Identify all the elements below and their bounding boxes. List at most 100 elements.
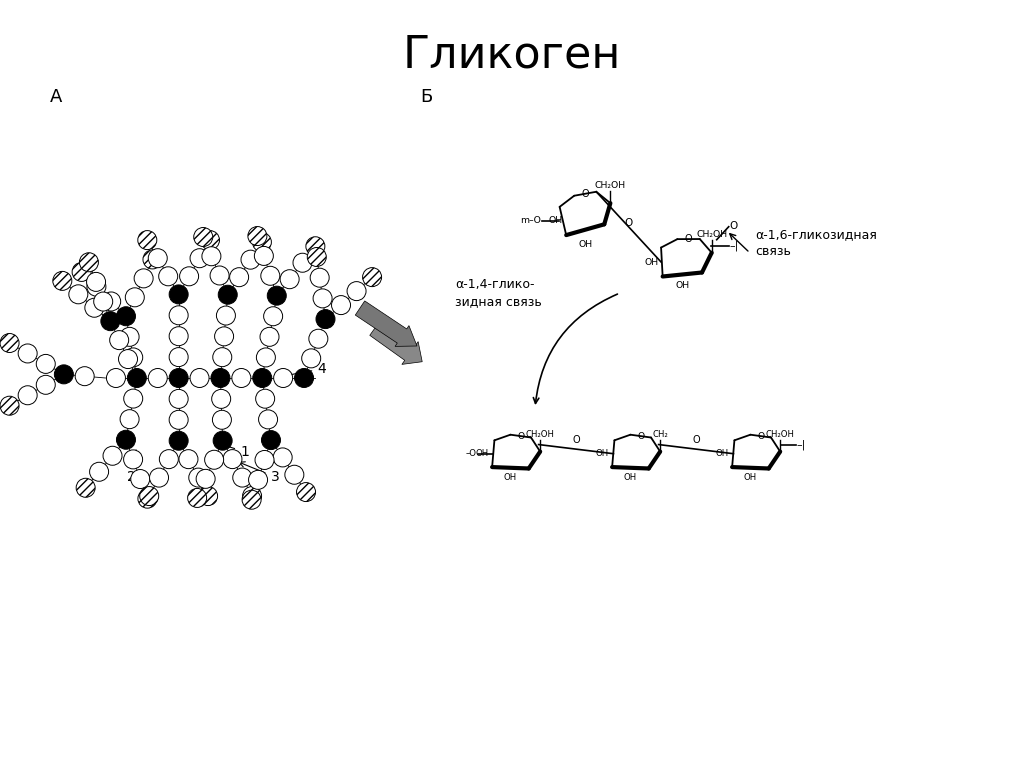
Circle shape: [131, 469, 150, 488]
Circle shape: [347, 282, 366, 300]
Text: 4: 4: [276, 362, 326, 379]
Circle shape: [212, 410, 231, 429]
Circle shape: [124, 389, 142, 408]
Circle shape: [69, 285, 88, 304]
Circle shape: [169, 389, 188, 409]
Circle shape: [187, 488, 207, 508]
Circle shape: [310, 268, 329, 287]
Circle shape: [87, 273, 105, 291]
Circle shape: [0, 396, 19, 415]
Circle shape: [295, 369, 313, 388]
Circle shape: [85, 298, 103, 317]
Text: –O: –O: [466, 449, 477, 458]
Circle shape: [75, 366, 94, 386]
Text: O: O: [572, 435, 580, 445]
Circle shape: [267, 286, 287, 305]
Circle shape: [106, 369, 126, 388]
Text: CH₂OH: CH₂OH: [595, 180, 626, 190]
Circle shape: [243, 486, 261, 505]
Text: O: O: [582, 189, 589, 199]
Circle shape: [94, 292, 113, 311]
Circle shape: [273, 448, 292, 467]
Circle shape: [169, 348, 188, 366]
Text: OH: OH: [475, 449, 488, 458]
Circle shape: [218, 285, 238, 304]
Circle shape: [138, 489, 157, 508]
Circle shape: [148, 249, 167, 268]
Circle shape: [256, 389, 274, 409]
Circle shape: [134, 269, 154, 288]
Circle shape: [100, 312, 120, 331]
Circle shape: [72, 263, 91, 281]
Text: CH₂OH: CH₂OH: [766, 430, 795, 439]
Text: α-1,4-глико-
зидная связь: α-1,4-глико- зидная связь: [455, 278, 542, 308]
Circle shape: [202, 247, 221, 266]
Circle shape: [124, 348, 142, 367]
Text: OH: OH: [579, 240, 592, 249]
Circle shape: [242, 490, 261, 509]
Circle shape: [307, 247, 327, 266]
Circle shape: [87, 277, 105, 296]
Circle shape: [120, 409, 139, 429]
Circle shape: [101, 292, 121, 311]
Circle shape: [127, 369, 146, 388]
Text: OH: OH: [504, 473, 517, 482]
Circle shape: [229, 268, 249, 286]
Circle shape: [332, 296, 350, 315]
Text: 2: 2: [127, 450, 138, 484]
Circle shape: [210, 266, 229, 285]
Circle shape: [212, 389, 230, 409]
Circle shape: [150, 468, 169, 487]
Circle shape: [169, 431, 188, 450]
Circle shape: [309, 329, 328, 348]
Circle shape: [103, 446, 122, 465]
Text: А: А: [50, 88, 62, 106]
Text: O: O: [517, 432, 524, 441]
Circle shape: [0, 333, 19, 353]
Circle shape: [160, 449, 178, 468]
Text: O: O: [637, 432, 644, 441]
Circle shape: [179, 449, 198, 468]
Circle shape: [54, 365, 74, 384]
Text: OH: OH: [624, 473, 637, 482]
Circle shape: [169, 410, 188, 429]
Circle shape: [125, 288, 144, 306]
Circle shape: [199, 487, 217, 505]
Circle shape: [261, 266, 280, 285]
Circle shape: [273, 369, 293, 388]
Circle shape: [281, 270, 299, 289]
Text: CH₂OH: CH₂OH: [525, 430, 555, 439]
Circle shape: [80, 253, 98, 272]
Text: OH: OH: [596, 449, 608, 458]
Circle shape: [252, 233, 271, 252]
Circle shape: [316, 310, 335, 329]
Circle shape: [120, 327, 139, 346]
Circle shape: [36, 376, 55, 394]
Circle shape: [254, 247, 273, 266]
Circle shape: [190, 249, 209, 268]
Circle shape: [169, 306, 188, 325]
Circle shape: [36, 354, 55, 373]
Circle shape: [169, 285, 188, 304]
Circle shape: [260, 327, 279, 346]
Circle shape: [256, 348, 275, 367]
Circle shape: [159, 266, 178, 286]
Text: O: O: [692, 435, 699, 445]
Circle shape: [213, 348, 231, 366]
Circle shape: [231, 369, 251, 388]
Text: α-1,6-гликозидная
связь: α-1,6-гликозидная связь: [755, 228, 877, 258]
Circle shape: [148, 369, 167, 388]
Circle shape: [248, 227, 267, 246]
Text: OH: OH: [645, 257, 658, 266]
Circle shape: [53, 271, 72, 290]
Text: 3: 3: [240, 462, 280, 484]
Text: –|: –|: [730, 240, 739, 251]
Circle shape: [255, 451, 274, 469]
Circle shape: [306, 237, 325, 256]
Text: OH: OH: [675, 281, 689, 290]
Text: m–O: m–O: [520, 217, 541, 226]
Text: OH: OH: [548, 217, 562, 226]
Circle shape: [261, 431, 281, 449]
Text: O: O: [685, 234, 692, 244]
Circle shape: [188, 468, 208, 487]
